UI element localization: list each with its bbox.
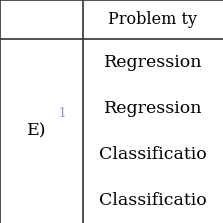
Text: Regression: Regression [103,54,202,70]
Text: E): E) [27,122,47,140]
Text: Problem ty: Problem ty [108,11,197,28]
Text: Classificatio: Classificatio [99,146,207,163]
Text: Classificatio: Classificatio [99,192,207,209]
Text: 1: 1 [59,107,66,120]
Text: Regression: Regression [103,99,202,116]
